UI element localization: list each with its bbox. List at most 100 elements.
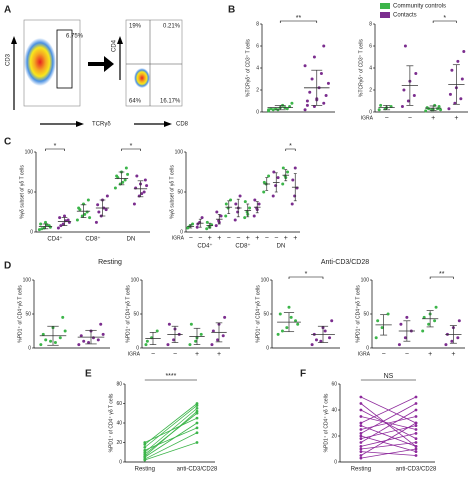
- data-point: [66, 218, 70, 222]
- data-point: [459, 97, 463, 101]
- igra-sign: −: [189, 235, 193, 242]
- data-point: [224, 214, 228, 218]
- significance-bracket: [45, 148, 65, 151]
- pair-line: [360, 403, 417, 447]
- panel-letter: A: [4, 5, 11, 16]
- data-point: [82, 339, 86, 343]
- igra-sign: −: [274, 235, 278, 242]
- igra-label: IGRA: [172, 235, 185, 241]
- y-axis-label: %γδ subset of γδ T cells: [169, 165, 175, 219]
- pair-line: [360, 433, 417, 447]
- y-tick-label: 50: [25, 311, 31, 317]
- y-tick-label: 100: [175, 149, 184, 155]
- significance-bracket: [429, 276, 454, 279]
- data-point: [319, 72, 323, 75]
- data-point: [219, 214, 223, 218]
- data-point: [414, 421, 418, 425]
- x-tick-label: CD8⁺: [235, 243, 250, 250]
- data-point: [96, 338, 100, 342]
- data-point: [271, 108, 275, 112]
- data-point: [78, 208, 82, 212]
- data-point: [63, 214, 66, 218]
- data-point: [405, 315, 409, 319]
- y-axis-label: %PD1⁺ of CD4⁺γδ T cells: [355, 285, 361, 343]
- igra-sign: +: [428, 351, 432, 358]
- data-point: [326, 81, 330, 85]
- pair-line: [144, 432, 198, 460]
- data-point: [83, 212, 87, 216]
- y-tick-label: 0: [369, 109, 372, 115]
- igra-sign: +: [217, 351, 221, 358]
- y-tick-label: 6: [369, 43, 372, 49]
- data-point: [211, 329, 215, 333]
- data-point: [414, 437, 418, 440]
- data-point: [386, 312, 390, 316]
- pair-line: [360, 442, 417, 450]
- data-point: [414, 415, 418, 418]
- x-tick-label: CD8⁺: [85, 236, 100, 243]
- data-point: [195, 402, 199, 405]
- data-point: [310, 343, 314, 347]
- data-point: [221, 334, 225, 338]
- y-tick-label: 40: [116, 420, 122, 426]
- data-point: [77, 343, 81, 347]
- data-point: [58, 216, 62, 220]
- igra-label: IGRA: [128, 351, 141, 357]
- data-point: [359, 450, 363, 453]
- y-tick-label: 20: [331, 433, 337, 439]
- data-point: [359, 408, 363, 412]
- data-point: [289, 315, 293, 319]
- data-point: [166, 343, 170, 347]
- data-point: [276, 176, 280, 180]
- data-point: [214, 224, 218, 228]
- data-point: [314, 338, 318, 342]
- significance-label: **: [296, 15, 302, 22]
- panel-letter: F: [300, 369, 306, 380]
- data-point: [272, 170, 276, 174]
- x-tick-label: CD4⁺: [197, 243, 212, 250]
- pair-line: [360, 425, 417, 447]
- data-point: [406, 99, 410, 103]
- y-tick-label: 100: [261, 277, 270, 283]
- data-point: [450, 339, 454, 343]
- data-point: [243, 216, 247, 220]
- pair-line: [144, 422, 198, 458]
- y-tick-label: 0: [334, 459, 337, 465]
- significance-bracket: [285, 148, 296, 151]
- y-tick-label: 6: [256, 43, 259, 49]
- data-point: [402, 88, 406, 92]
- pair-line: [360, 422, 417, 456]
- significance-bracket: [288, 276, 324, 279]
- pair-line: [360, 409, 417, 443]
- x-tick-label: Resting: [135, 467, 155, 473]
- data-point: [248, 206, 252, 210]
- y-tick-label: 100: [25, 149, 34, 155]
- data-point: [143, 445, 147, 449]
- data-point: [143, 448, 147, 452]
- igra-sign: −: [385, 115, 389, 122]
- x-tick-label: anti-CD3/CD28: [396, 467, 437, 473]
- y-tick-label: 0: [119, 459, 122, 465]
- data-point: [359, 424, 363, 427]
- data-point: [195, 431, 199, 435]
- data-point: [205, 220, 209, 224]
- data-point: [113, 186, 117, 190]
- data-point: [359, 402, 363, 405]
- panel-letter: D: [4, 261, 11, 272]
- y-tick-label: 20: [116, 440, 122, 446]
- panel-letter: C: [4, 137, 11, 148]
- data-point: [359, 445, 363, 448]
- group-title: Anti-CD3/CD28: [321, 259, 369, 266]
- data-point: [195, 406, 199, 410]
- data-point: [195, 404, 199, 407]
- significance-label: *: [305, 271, 308, 278]
- data-point: [195, 426, 199, 430]
- data-point: [126, 172, 130, 176]
- significance-label: NS: [384, 373, 394, 380]
- legend-label: Community controls: [393, 4, 446, 10]
- y-axis-label: %TCRγδ⁺ of CD3⁺ T cells: [358, 39, 364, 97]
- data-point: [236, 210, 240, 214]
- data-point: [58, 336, 62, 340]
- x-tick-label: Resting: [351, 467, 371, 473]
- y-axis-label: %γδ subset of γδ T cells: [19, 165, 25, 219]
